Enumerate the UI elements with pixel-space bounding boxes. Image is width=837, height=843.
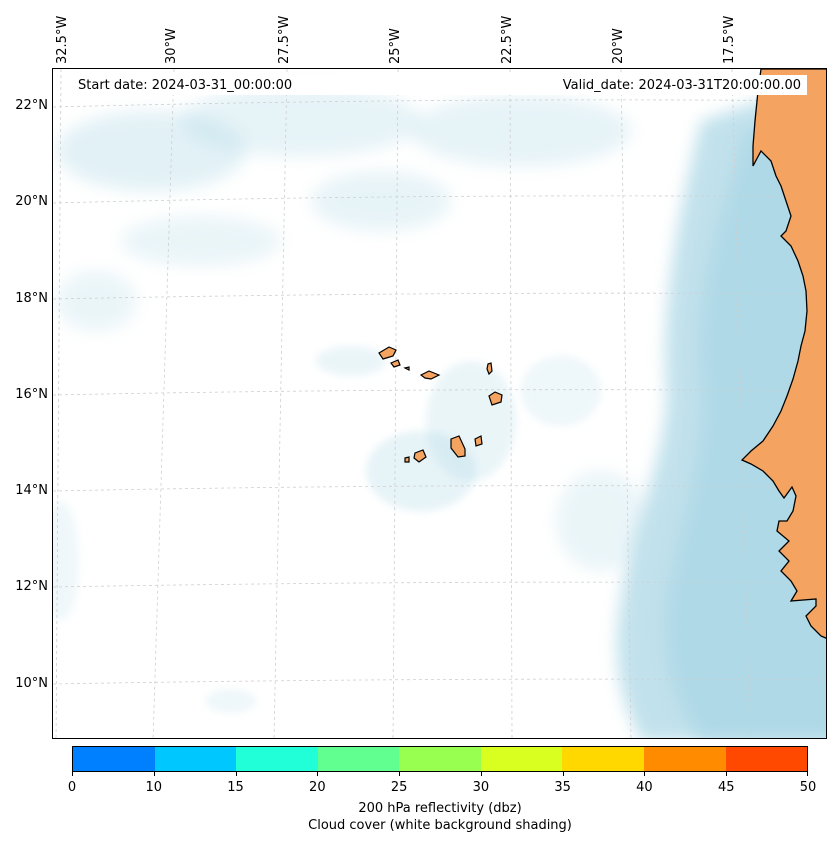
colorbar-segment [317, 747, 400, 771]
colorbar-segment [399, 747, 481, 771]
colorbar-sublabel: Cloud cover (white background shading) [308, 818, 572, 833]
colorbar-segment [562, 747, 644, 771]
island-maio [474, 435, 483, 447]
africa-coast [740, 69, 826, 639]
island-boa-vista [488, 391, 503, 406]
lat-label: 20°N [15, 194, 48, 209]
map-panel [52, 68, 827, 739]
island-sao-vicente [390, 359, 401, 368]
colorbar-tick [562, 772, 564, 776]
colorbar-segment [154, 747, 237, 771]
valid-date-label: Valid_date: 2024-03-31T20:00:00.00 [562, 78, 801, 93]
lon-label: 17.5°W [722, 15, 737, 64]
lat-label: 18°N [15, 291, 48, 306]
graticule [53, 69, 826, 738]
lat-label: 22°N [15, 98, 48, 113]
colorbar-tick-label: 35 [554, 780, 571, 795]
colorbar-tick-label: 30 [472, 780, 490, 795]
lon-label: 22.5°W [500, 15, 515, 64]
colorbar-tick [72, 772, 73, 776]
map-canvas [53, 69, 826, 738]
colorbar-tick-label: 15 [227, 780, 244, 795]
colorbar-ticks: 0 10 15 20 25 30 35 40 45 50 [68, 772, 816, 795]
island-santo-antao [378, 346, 397, 360]
colorbar-tick [480, 772, 482, 776]
colorbar-label: 200 hPa reflectivity (dbz) [358, 801, 522, 816]
cape-verde-islands [378, 346, 503, 463]
colorbar-segment [725, 747, 808, 771]
lat-label: 12°N [15, 579, 48, 594]
colorbar-tick [726, 772, 728, 776]
colorbar-tick [807, 772, 808, 776]
lat-label: 10°N [15, 676, 48, 691]
colorbar-tick [153, 772, 155, 776]
lon-label: 32.5°W [55, 15, 70, 64]
island-brava [404, 456, 410, 463]
colorbar-tick-label: 25 [390, 780, 408, 795]
colorbar-tick-label: 45 [717, 780, 735, 795]
colorbar-tick-label: 40 [636, 780, 653, 795]
reflectivity-colorbar [72, 746, 808, 772]
colorbar-tick-label: 0 [67, 780, 77, 795]
colorbar-tick-label: 50 [799, 780, 817, 795]
colorbar-tick [644, 772, 646, 776]
colorbar-tick [235, 772, 237, 776]
island-fogo [413, 449, 427, 463]
lat-label: 14°N [15, 483, 48, 498]
colorbar-segment [73, 747, 155, 771]
colorbar-segment [643, 747, 726, 771]
colorbar-tick [317, 772, 319, 776]
lat-label: 16°N [15, 387, 48, 402]
start-date-label: Start date: 2024-03-31_00:00:00 [78, 78, 293, 93]
island-santa-luzia [403, 366, 410, 371]
colorbar-segment [236, 747, 318, 771]
island-sal [486, 362, 493, 376]
lon-label: 30°W [164, 28, 179, 64]
island-sao-nicolau [419, 370, 441, 380]
lon-label: 25°W [388, 28, 403, 64]
colorbar-tick-label: 10 [145, 780, 163, 795]
colorbar-tick [399, 772, 401, 776]
colorbar-tick-label: 20 [309, 780, 326, 795]
island-santiago [450, 435, 466, 458]
lon-label: 20°W [611, 28, 626, 64]
colorbar-segment [480, 747, 563, 771]
lon-label: 27.5°W [277, 15, 292, 64]
date-annotation: Start date: 2024-03-31_00:00:00 Valid_da… [72, 75, 807, 95]
cloud-cover-layer [53, 86, 826, 738]
